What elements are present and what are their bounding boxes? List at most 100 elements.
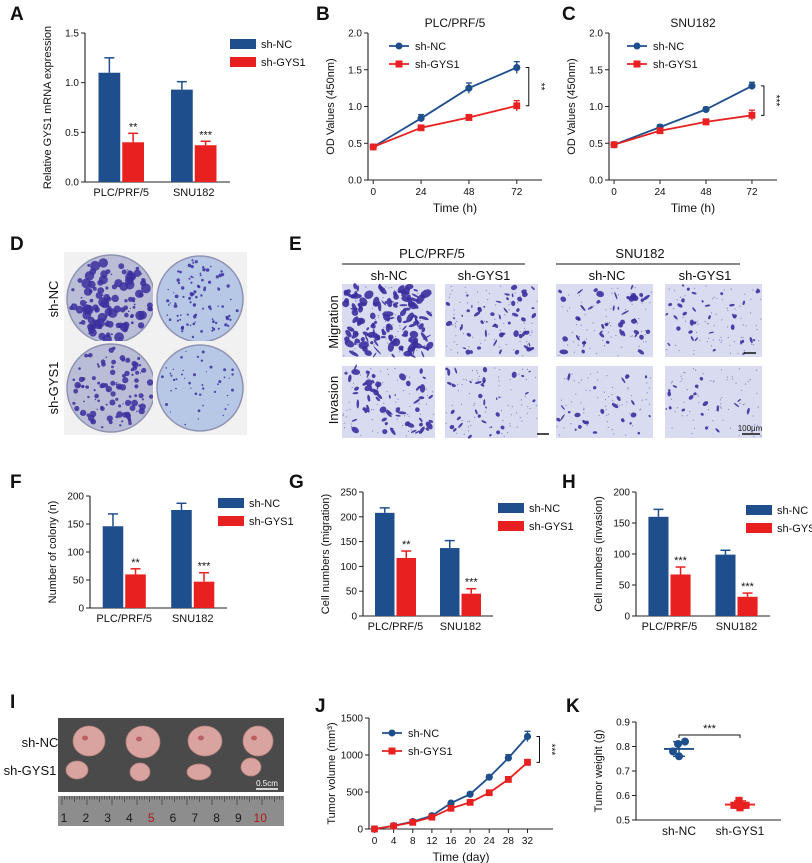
chart-j-point-gys1 (371, 825, 378, 833)
micrograph-pore (575, 393, 577, 395)
micrograph-pore (723, 289, 725, 291)
micrograph-pore (494, 318, 496, 320)
stained-cell (352, 316, 359, 324)
panel-letter-b: B (316, 4, 330, 25)
micrograph-pore (520, 399, 523, 401)
micrograph-pore (616, 403, 619, 405)
stained-cell (425, 421, 433, 430)
micrograph-pore (646, 382, 648, 384)
colony-spot (141, 278, 144, 281)
stained-cell (415, 385, 421, 391)
colony-spot (95, 292, 103, 299)
micrograph-pore (476, 372, 479, 374)
chart-b-legend-label-gys1: sh-GYS1 (415, 59, 460, 71)
chart-b-line-nc (372, 66, 518, 148)
micrograph-pore (345, 416, 347, 418)
micrograph-pore (676, 407, 679, 409)
colony-spot (126, 273, 129, 276)
chart-a-bar-gys1 (194, 145, 217, 182)
tumor-sh-gys1 (186, 763, 212, 781)
micrograph-pore (535, 376, 537, 379)
colony-spot (213, 390, 217, 393)
stained-cell (593, 386, 597, 390)
micrograph-pore (631, 303, 633, 305)
colony-spot (170, 374, 173, 377)
colony-spot (131, 360, 137, 367)
micrograph-pore (720, 403, 722, 405)
micrograph-pore (402, 424, 404, 427)
micrograph-pore (472, 336, 474, 338)
micrograph-pore (376, 380, 378, 382)
chart-k-significance-bracket (678, 734, 741, 738)
stained-cell (415, 407, 420, 413)
stained-cell (524, 391, 529, 395)
colony-spot (231, 368, 234, 372)
stained-cell (681, 284, 685, 287)
micrograph-pore (425, 403, 428, 405)
micrograph-pore (674, 411, 676, 413)
micrograph-pore (370, 408, 372, 410)
micrograph-pore (610, 325, 612, 327)
colony-spot (88, 353, 93, 358)
micrograph-pore (519, 331, 521, 333)
micrograph-pore (480, 342, 482, 344)
chart-g-legend-label-nc: sh-NC (529, 503, 560, 515)
colony-spot (134, 394, 138, 398)
colony-spot (80, 296, 83, 299)
stained-cell (648, 414, 651, 418)
colony-spot (175, 387, 177, 390)
micrograph-pore (760, 318, 762, 320)
micrograph-pore (484, 320, 486, 322)
stained-cell (348, 374, 352, 383)
stained-cell (633, 330, 640, 335)
micrograph-pore (521, 404, 523, 406)
tumor-sh-nc (242, 725, 274, 757)
chart-g: 0 50 100 150 200 250 Cell numbers (migration) P… (320, 488, 574, 634)
colony-spot (117, 385, 121, 389)
chart-c: 0.0 0.5 1.0 1.5 2.0 OD Values (450nm) 0 24 48 72 T… (566, 16, 781, 215)
stained-cell (637, 349, 645, 355)
stained-cell (382, 311, 394, 317)
micrograph-pore (593, 330, 595, 332)
micrograph-pore (621, 346, 623, 348)
stained-cell (477, 306, 482, 310)
micrograph-pore (726, 376, 729, 378)
chart-k-y-tick-label: 0.9 (616, 718, 630, 729)
micrograph-pore (510, 414, 512, 416)
micrograph-pore (397, 330, 399, 332)
micrograph-pore (465, 379, 467, 381)
chart-a-bar-nc (171, 89, 193, 182)
chart-c-y-axis-label: OD Values (450nm) (566, 58, 578, 154)
colony-spot (121, 420, 124, 423)
chart-a-significance: *** (199, 129, 213, 141)
chart-h-bar-nc (715, 554, 736, 616)
stained-cell (445, 320, 453, 327)
micrograph-pore (597, 379, 599, 381)
colony-spot (111, 284, 117, 290)
chart-c-x-axis-label: Time (h) (671, 201, 715, 215)
micrograph-pore (727, 408, 730, 411)
micrograph-pore (488, 333, 490, 335)
colony-spot (124, 312, 129, 318)
colony-spot (125, 276, 134, 285)
chart-a-bar-gys1 (122, 142, 144, 182)
stained-cell (409, 330, 419, 339)
colony-spots (69, 258, 153, 343)
chart-j-x-tick-label: 28 (503, 836, 515, 847)
micrograph-pore (529, 334, 531, 336)
stained-cell (449, 424, 455, 430)
stained-cell (528, 342, 531, 347)
micrograph-pore (445, 412, 447, 414)
chart-h-significance: *** (674, 555, 688, 567)
chart-g-bar-nc (440, 548, 460, 616)
stained-cell (514, 349, 520, 355)
chart-b-significance-bracket (525, 67, 530, 107)
micrograph-pore (570, 423, 572, 425)
micrograph-pore (760, 298, 762, 300)
stained-cell (477, 414, 481, 418)
colony-spot (180, 326, 185, 330)
micrograph-pore (733, 341, 736, 343)
colony-spot (120, 307, 126, 313)
colony-spots (161, 350, 234, 426)
colony-spot (121, 357, 126, 362)
